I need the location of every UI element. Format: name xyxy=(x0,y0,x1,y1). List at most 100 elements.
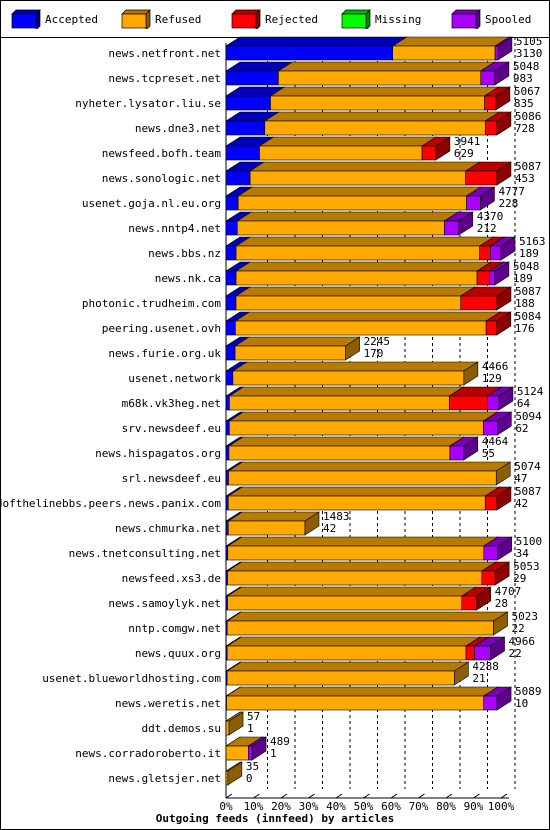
bar-segment xyxy=(494,36,513,61)
accepted-count-label: 10 xyxy=(515,697,528,710)
accepted-count-label: 21 xyxy=(472,672,485,685)
offered-count-label: 5048 xyxy=(513,60,540,73)
x-tick-mark xyxy=(280,793,288,799)
accepted-count-label: 0 xyxy=(246,772,253,785)
feed-name-label: photonic.trudheim.com xyxy=(82,297,221,310)
accepted-count-label: 129 xyxy=(482,372,502,385)
offered-count-label: 4966 xyxy=(509,635,536,648)
offered-count-label: 5067 xyxy=(514,85,541,98)
legend-label-spooled: Spooled xyxy=(485,13,532,26)
legend: Accepted Refused Rejected Mis xyxy=(1,1,549,38)
offered-count-label: 5053 xyxy=(513,560,540,573)
bar-segment xyxy=(224,761,243,786)
accepted-count-label: 1 xyxy=(247,722,254,735)
bar-segment xyxy=(226,636,482,661)
accepted-count-label: 983 xyxy=(513,72,533,85)
feed-name-label: news.weretis.net xyxy=(115,697,221,710)
bar-segment xyxy=(459,286,512,311)
accepted-count-label: 728 xyxy=(515,122,535,135)
bar-segment xyxy=(225,711,245,736)
bar-segment xyxy=(226,661,470,686)
offered-count-label: 5023 xyxy=(512,610,539,623)
accepted-count-label: 22 xyxy=(509,647,522,660)
feed-name-label: news.dne3.net xyxy=(135,122,221,135)
x-tick-label: 10% xyxy=(244,800,264,813)
feed-name-label: newsfeed.bofh.team xyxy=(102,147,222,160)
feed-name-label: news.netfront.net xyxy=(108,47,221,60)
bar-segment xyxy=(227,436,465,461)
feed-name-label: news.nk.ca xyxy=(155,272,221,285)
bar-segment xyxy=(473,636,506,661)
x-tick-mark xyxy=(225,793,233,799)
bar-segment xyxy=(226,536,499,561)
bar-segment xyxy=(277,61,496,86)
feed-name-label: srv.newsdeef.eu xyxy=(122,422,221,435)
bar-segment xyxy=(448,436,479,461)
x-axis-title: Outgoing feeds (innfeed) by articles xyxy=(156,812,394,825)
bar-segment xyxy=(489,236,517,261)
accepted-count-label: 835 xyxy=(514,97,534,110)
bar-segment xyxy=(484,486,512,511)
bar-segment xyxy=(224,61,294,86)
x-tick-label: 50% xyxy=(354,800,374,813)
feed-name-label: news.chmurka.net xyxy=(115,522,221,535)
accepted-count-label: 212 xyxy=(477,222,497,235)
feed-name-label: srl.newsdeef.eu xyxy=(122,472,221,485)
bar-segment xyxy=(443,211,474,236)
accepted-count-label: 42 xyxy=(515,497,528,510)
bar-segment xyxy=(460,586,492,611)
bar-segment xyxy=(231,361,479,386)
offered-count-label: 4777 xyxy=(498,185,525,198)
feed-name-label: endofthelinebbs.peers.news.panix.com xyxy=(1,497,221,510)
x-tick-mark xyxy=(335,793,343,799)
accepted-count-label: 176 xyxy=(515,322,535,335)
accepted-count-label: 1 xyxy=(270,747,277,760)
feed-name-label: news.gletsjer.net xyxy=(108,772,221,785)
accepted-count-label: 188 xyxy=(515,297,535,310)
bar-segment xyxy=(224,36,408,61)
offered-count-label: 4288 xyxy=(472,660,499,673)
feed-name-label: news.tnetconsulting.net xyxy=(69,547,221,560)
offered-count-label: 5124 xyxy=(517,385,544,398)
accepted-count-label: 34 xyxy=(516,547,530,560)
offered-count-label: 1483 xyxy=(323,510,350,523)
bar-segment xyxy=(236,211,460,236)
bar-segment xyxy=(488,261,510,286)
bar-segment xyxy=(235,236,495,261)
bar-segment xyxy=(421,136,451,161)
x-tick-label: 80% xyxy=(436,800,456,813)
accepted-count-label: 189 xyxy=(513,272,533,285)
bar-segment xyxy=(226,561,497,586)
feed-name-label: nntp.comgw.net xyxy=(128,622,221,635)
x-tick-mark xyxy=(390,793,398,799)
legend-swatch-rejected xyxy=(231,9,261,29)
offered-count-label: 4370 xyxy=(477,210,504,223)
feed-name-label: ddt.demos.su xyxy=(142,722,221,735)
bar-segment xyxy=(480,561,511,586)
accepted-count-label: 170 xyxy=(364,347,384,360)
accepted-count-label: 55 xyxy=(482,447,495,460)
legend-swatch-refused xyxy=(121,9,151,29)
offered-count-label: 5086 xyxy=(515,110,542,123)
legend-swatch-accepted xyxy=(11,9,41,29)
accepted-count-label: 62 xyxy=(515,422,528,435)
feed-name-label: news.samoylyk.net xyxy=(108,597,221,610)
offered-count-label: 5163 xyxy=(519,235,546,248)
feed-name-label: news.furie.org.uk xyxy=(108,347,221,360)
feed-name-label: news.bbs.nz xyxy=(148,247,221,260)
feed-name-label: news.nntp4.net xyxy=(128,222,221,235)
legend-label-rejected: Rejected xyxy=(265,13,318,26)
bar-segment xyxy=(482,411,513,436)
offered-count-label: 35 xyxy=(246,760,259,773)
offered-count-label: 5087 xyxy=(515,485,542,498)
bar-segment xyxy=(269,86,500,111)
offered-count-label: 5048 xyxy=(513,260,540,273)
x-tick-mark xyxy=(363,793,370,799)
accepted-count-label: 42 xyxy=(323,522,336,535)
feed-name-label: newsfeed.xs3.de xyxy=(122,572,221,585)
offered-count-label: 5087 xyxy=(515,285,542,298)
bar-segment xyxy=(484,111,512,136)
offered-count-label: 4464 xyxy=(482,435,509,448)
accepted-count-label: 29 xyxy=(513,572,526,585)
